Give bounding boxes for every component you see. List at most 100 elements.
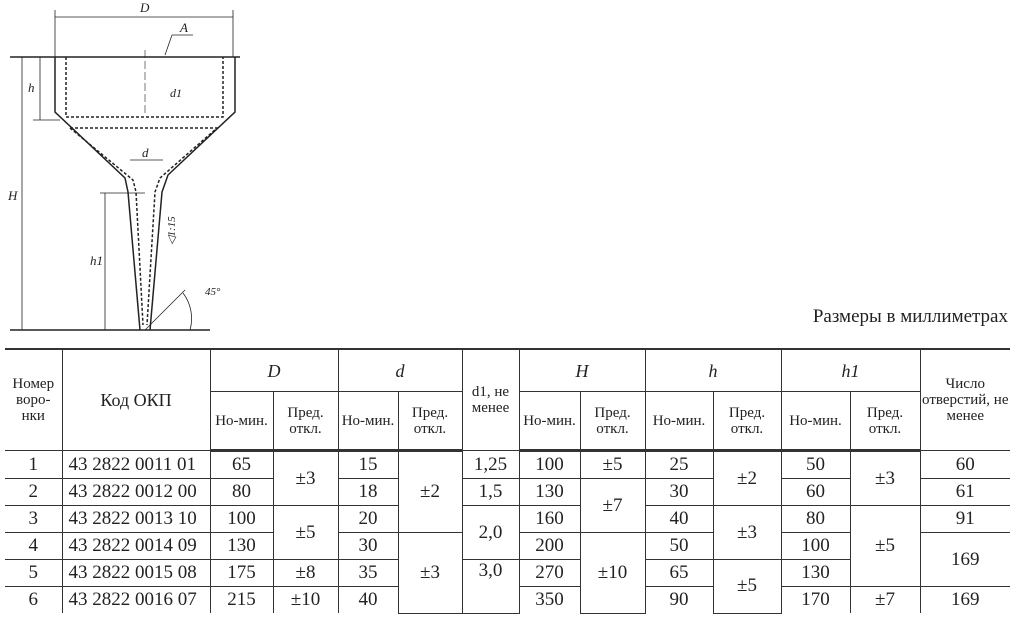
- cell-num: 4: [5, 532, 63, 560]
- cell-D: 130: [209, 532, 274, 560]
- cell-d: 40: [337, 586, 399, 613]
- cell-code: 43 2822 0012 00: [61, 478, 211, 506]
- label-A: A: [179, 20, 188, 35]
- cell-h1: 100: [780, 532, 851, 560]
- header-count: Число отверстий, не менее: [919, 348, 1010, 451]
- cell-D-tol: ±10: [272, 586, 339, 613]
- header-nom: Но-мин.: [210, 391, 274, 452]
- cell-d: 30: [337, 532, 399, 560]
- cell-count: 169: [919, 532, 1010, 587]
- label-h1: h1: [90, 253, 103, 268]
- cell-code: 43 2822 0015 08: [61, 559, 211, 587]
- header-nom: Но-мин.: [518, 391, 581, 452]
- cell-D: 215: [209, 586, 274, 613]
- cell-h1: 60: [780, 478, 851, 506]
- cell-count: 60: [919, 450, 1010, 479]
- cell-d1: 3,0: [461, 559, 520, 614]
- cell-H: 270: [518, 559, 581, 587]
- cell-D: 175: [209, 559, 274, 587]
- cell-code: 43 2822 0014 09: [61, 532, 211, 560]
- cell-d-tol: ±3: [397, 532, 463, 614]
- label-h: h: [28, 80, 35, 95]
- cell-count: 61: [919, 478, 1010, 506]
- cell-D: 100: [209, 505, 274, 533]
- header-tol: Пред. откл.: [579, 391, 646, 452]
- header-d: d: [337, 348, 463, 392]
- cell-h: 25: [644, 450, 714, 479]
- header-nom: Но-мин.: [337, 391, 399, 452]
- cell-d1: 1,5: [461, 478, 520, 506]
- cell-count: 169: [919, 586, 1010, 613]
- cell-D-tol: ±5: [272, 505, 339, 560]
- label-d: d: [142, 145, 149, 160]
- header-tol: Пред. откл.: [849, 391, 920, 452]
- cell-num: 3: [5, 505, 63, 533]
- cell-h-tol: ±3: [712, 505, 782, 560]
- cell-h: 40: [644, 505, 714, 533]
- label-taper: ◁1:15: [166, 216, 178, 245]
- cell-h: 90: [644, 586, 714, 613]
- cell-d: 15: [337, 450, 399, 479]
- header-d1: d1, не менее: [461, 348, 520, 451]
- cell-H-tol: ±5: [579, 450, 646, 479]
- label-H: H: [7, 188, 18, 203]
- cell-code: 43 2822 0016 07: [61, 586, 211, 613]
- label-d1: d1: [170, 86, 182, 100]
- cell-num: 1: [5, 450, 63, 479]
- cell-code: 43 2822 0013 10: [61, 505, 211, 533]
- header-num: Номер воро-нки: [5, 348, 63, 451]
- header-nom: Но-мин.: [780, 391, 851, 452]
- header-h: h: [644, 348, 782, 392]
- header-D: D: [209, 348, 339, 392]
- cell-H: 350: [518, 586, 581, 613]
- cell-d: 20: [337, 505, 399, 533]
- cell-d-tol: ±2: [397, 450, 463, 533]
- label-D: D: [139, 0, 150, 15]
- cell-D-tol: ±8: [272, 559, 339, 587]
- table-row: 2 43 2822 0012 00 80 18 1,5 130 ±7 30 60…: [5, 478, 1010, 533]
- cell-d: 35: [337, 559, 399, 587]
- cell-d1: 1,25: [461, 450, 520, 479]
- cell-h1: 130: [780, 559, 850, 587]
- cell-h1-tol: ±5: [849, 505, 921, 587]
- header-H: H: [518, 348, 646, 392]
- table-row: 6 43 2822 0016 07 215 ±10 40 350 90 170 …: [5, 586, 1010, 613]
- label-angle: 45°: [205, 286, 221, 298]
- cell-code: 43 2822 0011 01: [61, 450, 211, 479]
- cell-num: 6: [5, 586, 63, 613]
- cell-count: 91: [919, 505, 1010, 533]
- cell-h1: 50: [780, 450, 851, 479]
- cell-H: 130: [518, 478, 581, 506]
- cell-H: 160: [518, 505, 581, 533]
- cell-H: 100: [518, 450, 581, 479]
- header-h1: h1: [780, 348, 921, 392]
- funnel-inner-wall: [65, 57, 224, 326]
- header-code: Код ОКП: [61, 348, 211, 451]
- funnel-outer-wall: [54, 57, 236, 331]
- cell-h: 65: [644, 559, 714, 587]
- table-row: 4 43 2822 0014 09 130 30 ±3 200 ±10 50 1…: [5, 532, 1010, 614]
- cell-h: 50: [644, 532, 714, 560]
- cell-D: 80: [209, 478, 274, 506]
- cell-d1: 2,0: [461, 505, 520, 560]
- header-tol: Пред. откл.: [397, 391, 463, 452]
- cell-H: 200: [518, 532, 581, 560]
- header-tol: Пред. откл.: [712, 391, 782, 452]
- cell-h-tol: ±5: [712, 559, 782, 614]
- table-row: 1 43 2822 0011 01 65 ±3 15 ±2 1,25 100 ±…: [5, 450, 1010, 533]
- cell-h1-tol: ±7: [849, 586, 921, 613]
- cell-h1: 80: [780, 505, 851, 533]
- header-nom: Но-мин.: [644, 391, 714, 452]
- cell-h-tol: ±2: [712, 450, 782, 506]
- cell-h: 30: [644, 478, 714, 506]
- cell-H-tol: ±7: [579, 478, 646, 533]
- header-tol: Пред. откл.: [272, 391, 339, 452]
- cell-h1: 170: [780, 586, 851, 613]
- cell-d: 18: [337, 478, 399, 506]
- units-caption: Размеры в миллиметрах: [812, 306, 1008, 327]
- cell-D-tol: ±3: [272, 450, 339, 506]
- cell-num: 5: [5, 559, 63, 587]
- cell-num: 2: [5, 478, 63, 506]
- cell-h1-tol: ±3: [849, 450, 921, 506]
- cell-D: 65: [209, 450, 274, 479]
